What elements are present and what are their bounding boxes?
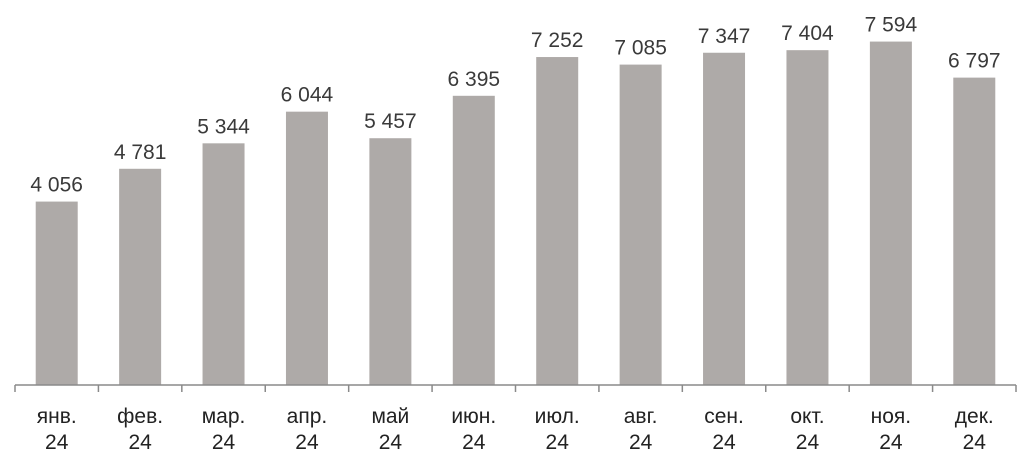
- bar-11: [869, 41, 912, 385]
- data-label-5: 5 457: [364, 110, 417, 133]
- x-tick-label-3: мар. 24: [202, 405, 246, 454]
- bar-8: [619, 64, 662, 385]
- bar-4: [285, 111, 328, 386]
- bar-9: [703, 52, 746, 385]
- data-label-8: 7 085: [614, 37, 667, 60]
- data-label-2: 4 781: [114, 141, 167, 164]
- data-label-6: 6 395: [448, 68, 501, 91]
- x-tick-label-10: окт. 24: [790, 405, 824, 454]
- bar-5: [369, 138, 412, 385]
- bars-layer: [35, 41, 996, 386]
- bar-1: [35, 201, 78, 385]
- bar-6: [452, 95, 495, 386]
- x-tick-label-2: фев. 24: [117, 405, 163, 454]
- data-labels-layer: 4 056 4 781 5 344 6 044 5 457 6 395 7 252 7 085…: [30, 14, 1000, 197]
- x-tick-label-1: янв. 24: [37, 405, 77, 454]
- bar-10: [786, 50, 829, 386]
- data-label-12: 6 797: [948, 50, 1001, 73]
- bar-2: [119, 168, 162, 385]
- data-label-11: 7 594: [865, 14, 918, 37]
- bar-3: [202, 143, 245, 385]
- x-tick-label-11: ноя. 24: [871, 405, 911, 454]
- bar-7: [536, 57, 579, 385]
- x-tick-label-5: май 24: [371, 405, 409, 454]
- x-tick-label-9: сен. 24: [704, 405, 744, 454]
- bar-12: [953, 77, 996, 386]
- data-label-7: 7 252: [531, 29, 584, 52]
- data-label-10: 7 404: [781, 22, 834, 45]
- x-axis: [14, 384, 1017, 392]
- x-tick-label-7: июл. 24: [535, 405, 580, 454]
- data-label-3: 5 344: [197, 115, 250, 138]
- x-tick-label-12: дек. 24: [955, 405, 994, 454]
- x-tick-label-8: авг. 24: [624, 405, 658, 454]
- data-label-1: 4 056: [30, 174, 83, 197]
- data-label-4: 6 044: [281, 84, 334, 107]
- x-tick-labels-layer: янв. 24 фев. 24 мар. 24 апр. 24 май 24 июн. 24 июл. 2…: [37, 405, 994, 454]
- x-tick-label-6: июн. 24: [451, 405, 496, 454]
- x-tick-label-4: апр. 24: [287, 405, 328, 454]
- data-label-9: 7 347: [698, 25, 751, 48]
